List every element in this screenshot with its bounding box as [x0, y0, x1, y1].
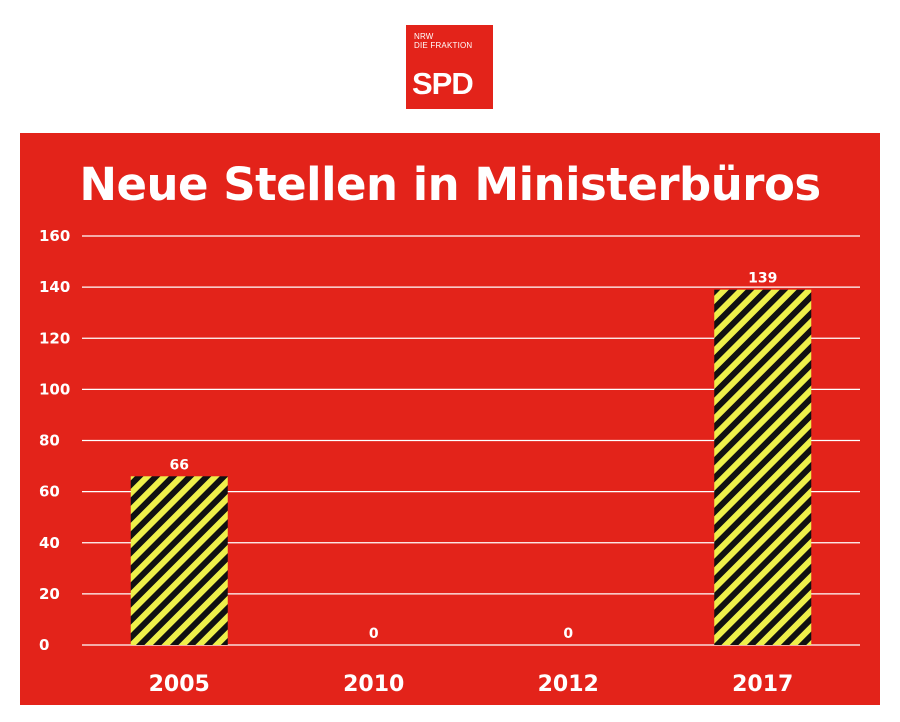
data-label: 0 [369, 626, 379, 642]
data-label: 0 [563, 626, 573, 642]
y-tick-label: 60 [39, 483, 60, 501]
bar [714, 289, 812, 645]
y-tick-label: 100 [39, 380, 70, 398]
data-label: 139 [748, 271, 777, 287]
y-tick-label: 80 [39, 432, 60, 450]
y-tick-label: 40 [39, 534, 60, 552]
chart-panel: Neue Stellen in Ministerbüros 0 20 40 60 80 1… [20, 133, 880, 705]
chart-title: Neue Stellen in Ministerbüros [79, 158, 821, 211]
logo-line-nrw: NRW [414, 32, 434, 41]
y-tick-label: 0 [39, 636, 49, 654]
x-tick-label: 2012 [538, 672, 599, 697]
y-tick-label: 140 [39, 278, 70, 296]
logo-line-fraktion: DIE FRAKTION [414, 41, 473, 50]
y-tick-label: 160 [39, 227, 70, 245]
data-label: 66 [170, 457, 189, 473]
bar-chart: 0 20 40 60 80 100 120 140 160 66 2005 0 2010 0 2012 139… [39, 227, 860, 697]
logo-wordmark: SPD [412, 66, 474, 101]
x-tick-label: 2010 [343, 672, 404, 697]
x-tick-label: 2017 [732, 672, 793, 697]
y-tick-label: 120 [39, 329, 70, 347]
bar [130, 476, 228, 645]
x-tick-label: 2005 [149, 672, 210, 697]
y-tick-label: 20 [39, 585, 60, 603]
spd-logo: NRW DIE FRAKTION SPD [406, 25, 493, 109]
